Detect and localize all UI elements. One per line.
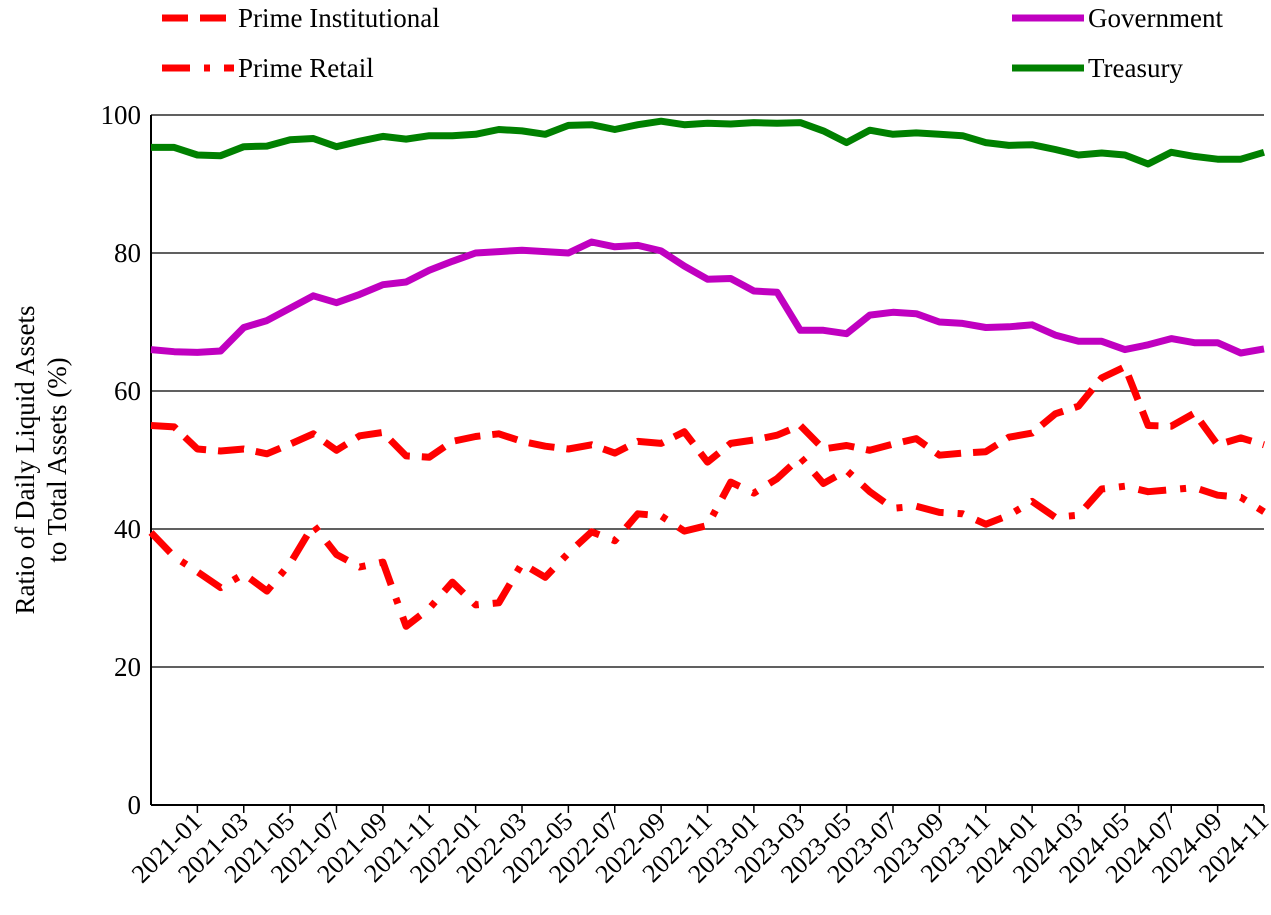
line-series	[150, 363, 1265, 466]
line-series	[148, 453, 1266, 630]
line-series	[151, 117, 1265, 168]
legend-label: Prime Retail	[238, 53, 374, 83]
y-tick-label: 40	[114, 514, 141, 544]
legend-label: Prime Institutional	[238, 3, 440, 33]
legend-label: Treasury	[1088, 53, 1184, 83]
y-tick-label: 0	[128, 790, 142, 820]
legend-label: Government	[1088, 3, 1223, 33]
y-tick-label: 20	[114, 652, 141, 682]
line-series	[150, 238, 1265, 357]
y-tick-label: 100	[101, 100, 142, 130]
y-axis-label: to Total Assets (%)	[42, 357, 72, 562]
y-tick-label: 80	[114, 238, 141, 268]
y-tick-label: 60	[114, 376, 141, 406]
y-axis-label: Ratio of Daily Liquid Assets	[10, 306, 40, 615]
